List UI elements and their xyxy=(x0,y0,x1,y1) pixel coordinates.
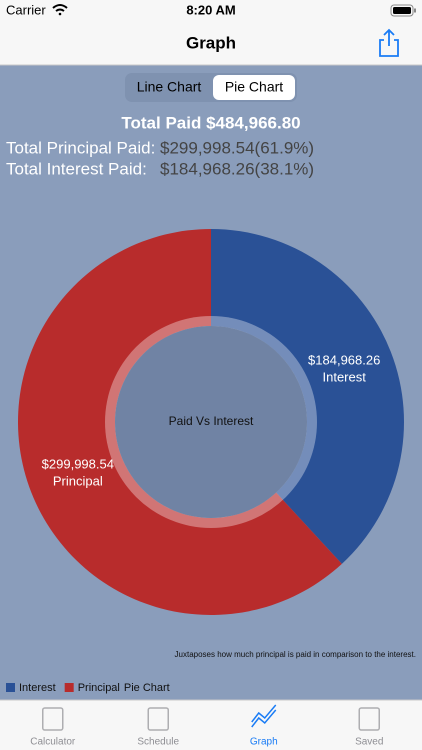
total-paid: Total Paid $484,966.80 xyxy=(121,113,300,132)
tab-icon xyxy=(358,707,380,731)
tab-label: Graph xyxy=(250,737,278,748)
battery-icon xyxy=(390,4,416,17)
battery-level xyxy=(393,7,411,14)
center-text: Paid Vs Interest xyxy=(169,414,254,428)
donut-hole xyxy=(115,326,307,518)
nav-title: Graph xyxy=(186,33,236,52)
wifi-arc xyxy=(55,8,65,12)
tab-label: Schedule xyxy=(137,737,179,748)
tab-icon xyxy=(251,704,277,728)
legend-title: Pie Chart xyxy=(124,682,170,694)
slice-value: $184,968.26 xyxy=(308,352,380,367)
segment[interactable]: Line Chart xyxy=(137,79,202,95)
tab-bar xyxy=(0,700,422,750)
wifi-dot xyxy=(58,12,62,16)
battery-tip xyxy=(414,8,416,13)
tab-item[interactable]: Schedule xyxy=(137,707,180,748)
tab-label: Calculator xyxy=(30,737,76,748)
segment-selected xyxy=(213,75,295,100)
slice-name: Interest xyxy=(323,369,367,384)
legend-swatch xyxy=(6,683,15,692)
tab-icon xyxy=(42,707,64,731)
summary-label: Total Principal Paid: xyxy=(6,138,155,157)
summary-label: Total Interest Paid: xyxy=(6,159,147,178)
tab-item[interactable]: Calculator xyxy=(30,707,76,748)
segment[interactable]: Pie Chart xyxy=(225,79,283,95)
wifi-arc xyxy=(52,4,68,9)
share-button[interactable] xyxy=(379,28,399,57)
tab-item[interactable]: Saved xyxy=(355,707,383,748)
clock: 8:20 AM xyxy=(186,2,235,17)
summary-value: $299,998.54(61.9%) xyxy=(160,138,314,157)
pie-slice xyxy=(211,229,404,564)
battery-frame xyxy=(390,4,414,17)
pie-slice xyxy=(17,228,342,615)
legend-swatch xyxy=(64,683,74,692)
legend-label: Principal xyxy=(78,682,120,694)
chart-description: Juxtaposes how much principal is paid in… xyxy=(175,650,416,659)
carrier: Carrier xyxy=(6,2,46,17)
wifi-icon xyxy=(52,4,68,16)
slice-name: Principal xyxy=(53,473,103,488)
slice-value: $299,998.54 xyxy=(42,456,114,471)
share-arrow xyxy=(383,28,395,46)
legend-label: Interest xyxy=(19,682,56,694)
summary-value: $184,968.26(38.1%) xyxy=(160,159,314,178)
share-box xyxy=(379,39,399,57)
top-bar xyxy=(0,0,422,65)
tab-label: Saved xyxy=(355,737,383,748)
tab-icon xyxy=(147,707,169,731)
tab-item[interactable]: Graph xyxy=(250,704,278,748)
